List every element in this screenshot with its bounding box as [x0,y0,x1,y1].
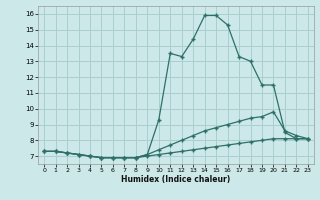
X-axis label: Humidex (Indice chaleur): Humidex (Indice chaleur) [121,175,231,184]
